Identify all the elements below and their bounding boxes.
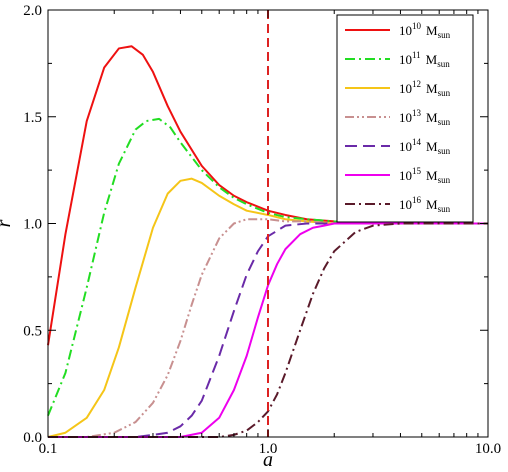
legend-unit: M xyxy=(426,139,438,154)
legend-unit-subscript: sun xyxy=(438,117,451,127)
legend-unit: M xyxy=(426,23,438,38)
x-tick-label: 10.0 xyxy=(475,441,501,457)
legend-unit-subscript: sun xyxy=(438,30,451,40)
legend-unit: M xyxy=(426,81,438,96)
legend-unit: M xyxy=(426,52,438,67)
legend-label-14: 1014 Msun xyxy=(399,137,451,156)
y-tick-label: 0.0 xyxy=(23,430,42,446)
legend-unit-subscript: sun xyxy=(438,204,451,214)
legend-exponent: 16 xyxy=(412,195,422,205)
y-axis-label: r xyxy=(0,219,15,227)
legend-label-12: 1012 Msun xyxy=(399,79,451,98)
x-tick-label: 1.0 xyxy=(259,441,278,457)
legend-unit-subscript: sun xyxy=(438,88,451,98)
series-line-15 xyxy=(48,222,488,438)
legend-unit-subscript: sun xyxy=(438,146,451,156)
legend-exponent: 14 xyxy=(412,137,422,147)
series-line-16 xyxy=(48,222,488,438)
series-line-13 xyxy=(48,218,488,438)
x-tick-label: 0.1 xyxy=(39,441,58,457)
y-tick-label: 2.0 xyxy=(23,3,42,19)
legend-label-13: 1013 Msun xyxy=(399,108,451,127)
series-layer xyxy=(47,45,488,438)
series-line-10 xyxy=(47,45,488,346)
legend-box xyxy=(336,14,474,223)
legend-exponent: 10 xyxy=(412,21,422,31)
y-tick-label: 1.5 xyxy=(23,110,42,126)
legend-base: 10 xyxy=(399,168,412,183)
legend-unit: M xyxy=(426,110,438,125)
legend-base: 10 xyxy=(399,197,412,212)
legend-label-10: 1010 Msun xyxy=(399,21,451,40)
legend-unit: M xyxy=(426,197,438,212)
legend-label-11: 1011 Msun xyxy=(399,50,450,69)
legend-label-15: 1015 Msun xyxy=(399,166,451,185)
legend-unit-subscript: sun xyxy=(438,175,451,185)
x-axis-label: a xyxy=(263,449,273,471)
legend-base: 10 xyxy=(399,81,412,96)
legend-base: 10 xyxy=(399,110,412,125)
legend-base: 10 xyxy=(399,139,412,154)
legend-base: 10 xyxy=(399,52,412,67)
legend-exponent: 12 xyxy=(412,79,421,89)
legend-exponent: 13 xyxy=(412,108,422,118)
legend-base: 10 xyxy=(399,23,412,38)
tick-layer: 0.0 0.5 1.0 1.5 2.0 0.1 1.0 10.0 xyxy=(23,3,501,457)
legend-exponent: 11 xyxy=(412,50,421,60)
legend-label-16: 1016 Msun xyxy=(399,195,451,214)
legend-unit: M xyxy=(426,168,438,183)
y-tick-label: 0.5 xyxy=(23,323,42,339)
series-line-11 xyxy=(47,117,488,417)
legend-exponent: 15 xyxy=(412,166,422,176)
axis-label-layer: a r xyxy=(0,219,273,471)
legend-unit-subscript: sun xyxy=(437,59,450,69)
y-tick-label: 1.0 xyxy=(23,217,42,233)
